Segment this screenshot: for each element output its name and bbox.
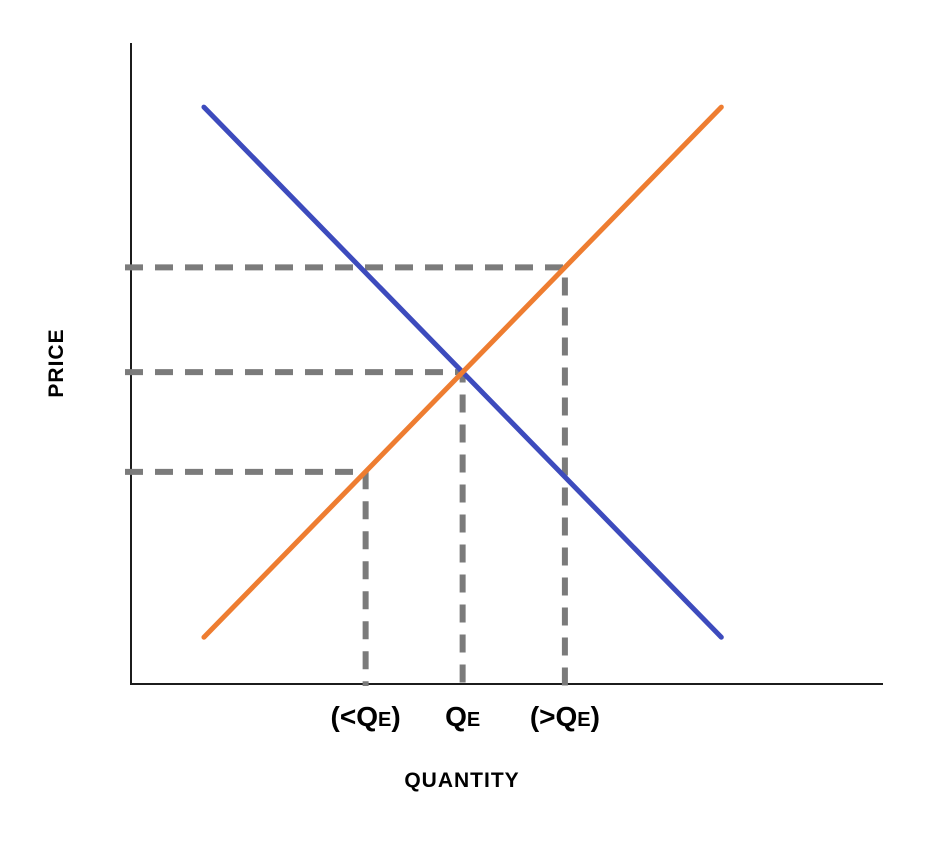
supply-curve: [201, 104, 724, 640]
guide-equilibrium-quantity: [125, 369, 466, 686]
x-tick-labels-layer: (<QE) QE (>QE): [331, 701, 600, 732]
series-layer: [201, 104, 724, 640]
x-axis-title: QUANTITY: [404, 769, 519, 792]
x-tick-label-above-equilibrium-quantity: (>QE): [530, 701, 600, 732]
guide-above-equilibrium-quantity: [125, 264, 568, 686]
guides-layer: [125, 264, 568, 686]
x-tick-label-equilibrium-quantity: QE: [445, 701, 480, 732]
guide-below-equilibrium-quantity: [125, 468, 369, 686]
y-axis-title: PRICE: [45, 328, 68, 397]
x-tick-label-below-equilibrium-quantity: (<QE): [331, 701, 401, 732]
